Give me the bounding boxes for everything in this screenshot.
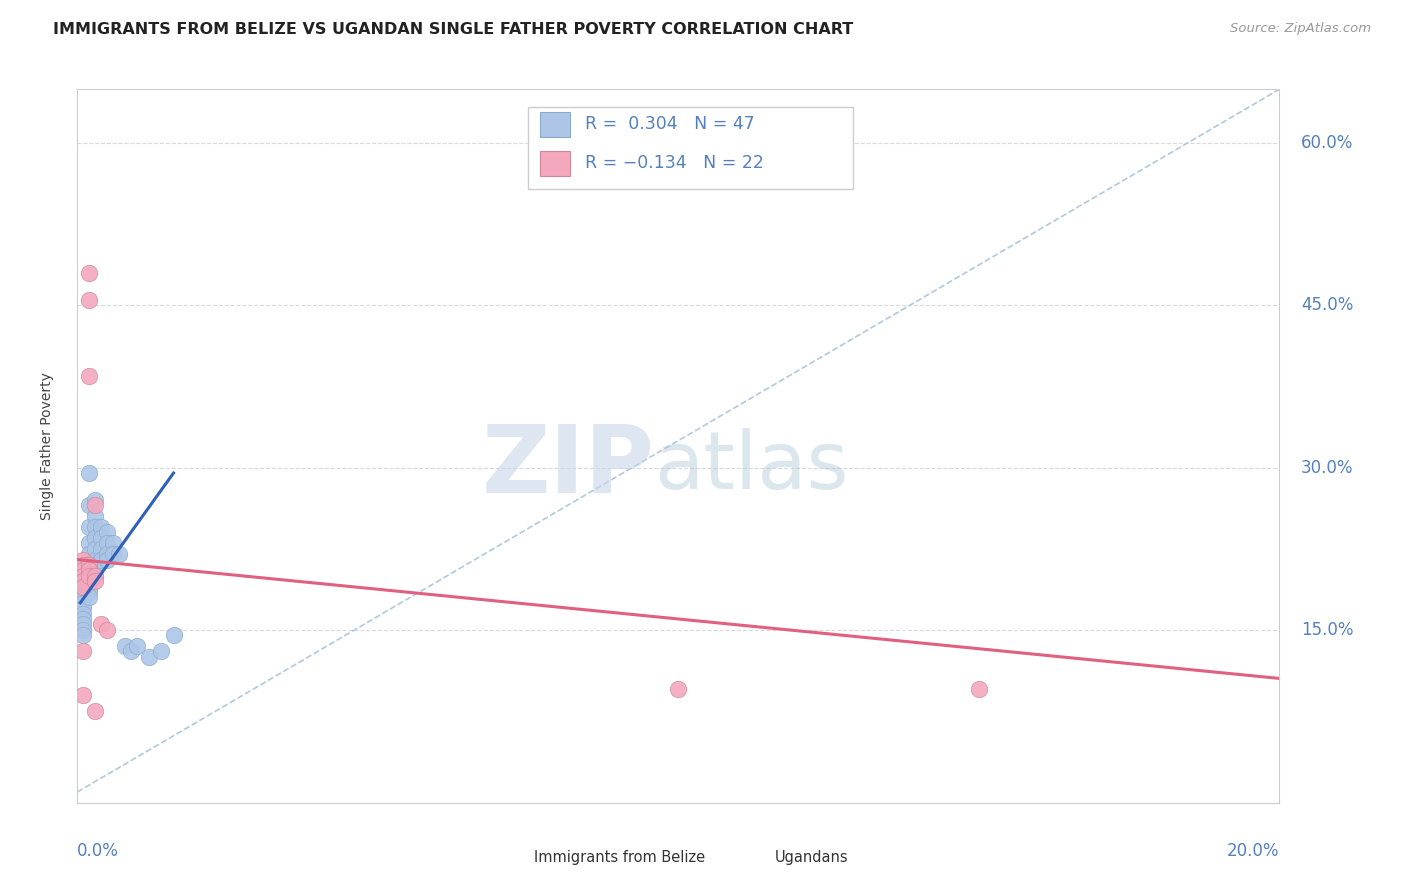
FancyBboxPatch shape [529,107,852,189]
Point [72,580,94,594]
Text: 30.0%: 30.0% [1301,458,1354,476]
Point [90,531,112,545]
Point [72,612,94,626]
FancyBboxPatch shape [540,112,571,137]
Point [967,682,990,697]
Point [96,623,118,637]
Point [162,628,184,642]
Point [79,568,101,582]
Point [72,607,94,621]
Text: 20.0%: 20.0% [1227,842,1279,860]
Point [72,552,94,566]
Point [84,493,107,508]
Point [72,628,94,642]
Point [72,617,94,632]
Point [84,568,107,582]
Point [72,591,94,605]
Point [79,536,101,550]
Point [96,552,118,566]
Point [114,639,136,653]
Text: Ugandans: Ugandans [775,850,848,864]
Point [120,644,142,658]
Point [72,558,94,572]
Point [108,547,131,561]
Point [79,520,101,534]
Point [72,563,94,577]
Point [79,466,101,480]
Point [79,563,101,577]
Point [79,293,101,307]
Point [72,580,94,594]
Text: 0.0%: 0.0% [77,842,120,860]
Point [72,574,94,589]
Text: R = −0.134   N = 22: R = −0.134 N = 22 [585,154,763,172]
Text: R =  0.304   N = 47: R = 0.304 N = 47 [585,115,755,133]
Text: 15.0%: 15.0% [1301,621,1354,639]
Point [79,568,101,582]
Point [72,601,94,615]
Point [84,558,107,572]
Point [84,531,107,545]
Text: 45.0%: 45.0% [1301,296,1354,315]
Point [84,552,107,566]
Point [79,499,101,513]
Point [103,547,125,561]
Text: Source: ZipAtlas.com: Source: ZipAtlas.com [1230,22,1371,36]
Point [96,525,118,540]
Point [84,574,107,589]
Point [668,682,690,697]
Point [72,623,94,637]
Point [72,596,94,610]
Point [79,266,101,280]
Point [79,558,101,572]
Point [84,509,107,524]
Point [150,644,173,658]
Point [72,574,94,589]
Point [84,541,107,556]
Point [90,520,112,534]
Point [90,552,112,566]
Point [79,547,101,561]
Text: Single Father Poverty: Single Father Poverty [41,372,55,520]
Point [72,585,94,599]
Text: Immigrants from Belize: Immigrants from Belize [534,850,706,864]
FancyBboxPatch shape [540,152,571,177]
Point [96,547,118,561]
Point [127,639,149,653]
Point [79,585,101,599]
Point [79,563,101,577]
FancyBboxPatch shape [738,850,765,863]
Point [72,644,94,658]
Text: atlas: atlas [654,428,849,507]
Point [79,574,101,589]
Point [72,688,94,702]
Text: ZIP: ZIP [481,421,654,514]
Point [84,520,107,534]
Text: IMMIGRANTS FROM BELIZE VS UGANDAN SINGLE FATHER POVERTY CORRELATION CHART: IMMIGRANTS FROM BELIZE VS UGANDAN SINGLE… [53,22,853,37]
Point [72,568,94,582]
Point [138,649,160,664]
Point [79,580,101,594]
Point [79,591,101,605]
FancyBboxPatch shape [498,850,524,863]
Text: 60.0%: 60.0% [1301,135,1354,153]
Point [84,499,107,513]
Point [90,541,112,556]
Point [96,536,118,550]
Point [79,368,101,383]
Point [103,536,125,550]
Point [84,704,107,718]
Point [90,617,112,632]
Point [79,558,101,572]
